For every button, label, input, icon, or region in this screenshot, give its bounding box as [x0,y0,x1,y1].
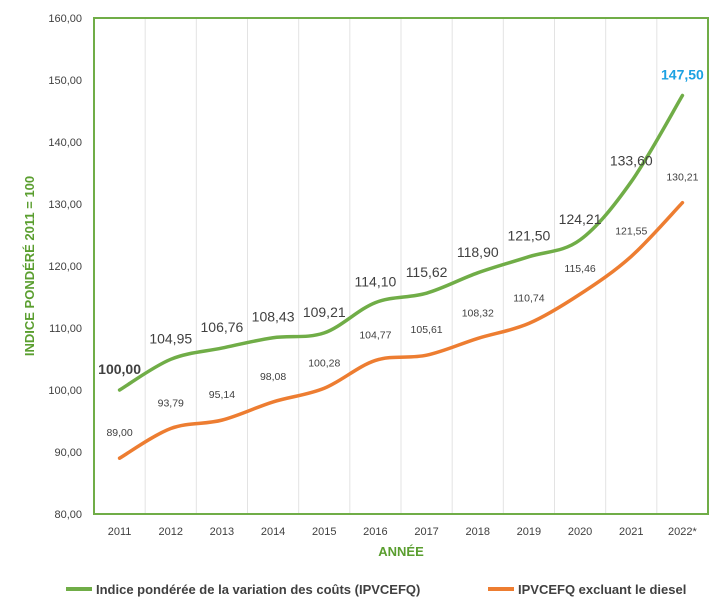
data-label: 124,21 [559,211,602,227]
y-tick-label: 150,00 [48,75,82,87]
plot-area-border [93,17,709,515]
y-tick-label: 100,00 [48,385,82,397]
y-tick-label: 90,00 [54,447,82,459]
data-label: 109,21 [303,304,346,320]
y-axis-label: INDICE PONDÉRÉ 2011 = 100 [22,176,37,356]
x-tick-label: 2017 [414,526,438,538]
x-tick-label: 2014 [261,526,285,538]
legend-label-excluant-diesel: IPVCEFQ excluant le diesel [518,582,686,597]
y-tick-label: 110,00 [49,323,82,335]
y-tick-label: 130,00 [48,199,82,211]
x-axis-label: ANNÉE [378,544,424,559]
x-tick-label: 2016 [363,526,387,538]
y-tick-label: 160,00 [48,13,82,25]
data-label: 130,21 [666,172,698,184]
x-tick-label: 2020 [568,526,592,538]
data-label: 114,10 [355,274,397,290]
data-label: 121,55 [615,225,647,237]
data-label: 98,08 [260,371,286,383]
legend: Indice pondérée de la variation des coût… [66,582,686,597]
data-label: 104,95 [149,330,192,346]
data-label: 100,00 [98,361,141,377]
data-label: 89,00 [106,427,132,439]
y-tick-label: 140,00 [48,137,82,149]
data-label: 118,90 [457,244,499,260]
data-label: 147,50 [661,67,704,83]
x-tick-label: 2011 [108,526,132,538]
data-label: 93,79 [158,398,184,410]
data-label: 95,14 [209,389,235,401]
data-labels: 100,00 104,95 106,76 108,43 109,21 114,10 115,… [98,67,704,440]
data-label: 108,32 [462,307,494,319]
series-line-excluant-diesel [117,200,685,460]
data-label: 108,43 [252,309,295,325]
x-tick-label: 2019 [517,526,541,538]
data-label: 115,62 [406,264,448,280]
y-axis-ticks: 80,00 90,00 100,00 110,00 120,00 130,00 140,00… [48,13,82,521]
x-tick-label: 2018 [466,526,490,538]
gridlines [144,18,658,514]
x-tick-label: 2012 [159,526,183,538]
data-label: 106,76 [201,319,244,335]
x-tick-label: 2021 [619,526,643,538]
series-line-ipvcefq [117,93,685,392]
x-tick-label: 2013 [210,526,234,538]
data-label: 100,28 [308,357,340,369]
data-label: 104,77 [359,329,391,341]
data-label: 110,74 [513,292,544,304]
x-tick-label: 2015 [312,526,336,538]
x-tick-label: 2022* [668,526,697,538]
data-label: 115,46 [564,263,595,275]
series-lines [117,93,685,460]
data-label: 121,50 [508,228,551,244]
x-axis-ticks: 2011 2012 2013 2014 2015 2016 2017 2018 2019 2020… [108,526,698,538]
y-tick-label: 80,00 [54,509,82,521]
legend-label-ipvcefq: Indice pondérée de la variation des coût… [96,582,420,597]
y-tick-label: 120,00 [48,261,82,273]
data-label: 105,61 [411,324,443,336]
data-label: 133,60 [610,153,653,169]
